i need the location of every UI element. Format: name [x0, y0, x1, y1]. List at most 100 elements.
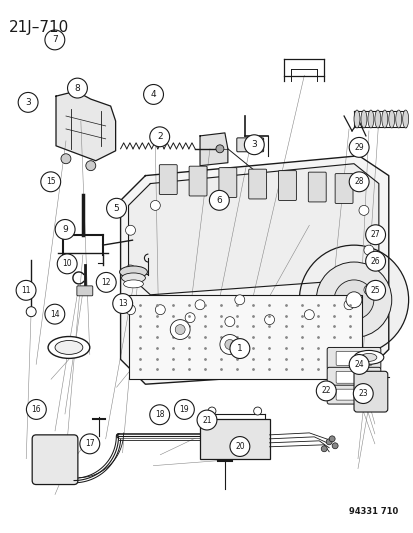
Circle shape: [41, 172, 61, 192]
Text: 9: 9: [62, 225, 68, 234]
Circle shape: [349, 172, 368, 192]
Circle shape: [175, 325, 185, 335]
Circle shape: [112, 294, 132, 313]
Text: 21J–710: 21J–710: [9, 20, 69, 35]
Ellipse shape: [367, 110, 373, 128]
Circle shape: [18, 92, 38, 112]
FancyBboxPatch shape: [326, 348, 380, 369]
FancyBboxPatch shape: [335, 351, 371, 365]
Ellipse shape: [123, 280, 143, 288]
Circle shape: [57, 254, 77, 274]
Circle shape: [343, 300, 353, 310]
Circle shape: [316, 262, 391, 337]
Circle shape: [150, 200, 160, 211]
Text: 1: 1: [237, 344, 242, 353]
Circle shape: [61, 154, 71, 164]
FancyBboxPatch shape: [335, 174, 352, 204]
FancyBboxPatch shape: [32, 435, 78, 484]
Circle shape: [253, 407, 261, 415]
Text: 15: 15: [46, 177, 55, 187]
Text: 3: 3: [251, 140, 256, 149]
Circle shape: [55, 220, 75, 239]
FancyBboxPatch shape: [199, 419, 269, 459]
Circle shape: [363, 245, 373, 255]
FancyBboxPatch shape: [128, 295, 361, 379]
Text: 27: 27: [370, 230, 380, 239]
Circle shape: [207, 407, 216, 415]
Circle shape: [195, 300, 204, 310]
FancyBboxPatch shape: [189, 166, 206, 196]
Circle shape: [26, 306, 36, 317]
Circle shape: [229, 338, 249, 359]
Ellipse shape: [402, 110, 408, 128]
Circle shape: [125, 225, 135, 235]
Circle shape: [174, 400, 194, 419]
Text: 25: 25: [370, 286, 380, 295]
FancyBboxPatch shape: [326, 367, 380, 387]
Text: 94331 710: 94331 710: [349, 507, 398, 516]
Text: 10: 10: [62, 260, 72, 268]
Ellipse shape: [48, 336, 90, 358]
Ellipse shape: [353, 350, 383, 365]
Text: 19: 19: [179, 405, 189, 414]
Circle shape: [365, 280, 385, 300]
Circle shape: [229, 437, 249, 456]
Circle shape: [349, 354, 368, 374]
Polygon shape: [120, 156, 388, 384]
Circle shape: [96, 272, 116, 292]
FancyBboxPatch shape: [335, 372, 371, 383]
Text: 6: 6: [216, 196, 222, 205]
Circle shape: [244, 135, 263, 155]
Text: 4: 4: [150, 90, 156, 99]
Ellipse shape: [360, 353, 376, 361]
Circle shape: [150, 405, 169, 425]
Ellipse shape: [395, 110, 401, 128]
Text: 5: 5: [114, 204, 119, 213]
Circle shape: [209, 190, 229, 210]
Text: 3: 3: [25, 98, 31, 107]
Text: 28: 28: [354, 177, 363, 187]
Ellipse shape: [353, 110, 359, 128]
FancyBboxPatch shape: [326, 385, 380, 404]
Circle shape: [299, 245, 408, 354]
Ellipse shape: [374, 110, 380, 128]
Text: 12: 12: [101, 278, 111, 287]
FancyBboxPatch shape: [236, 138, 263, 152]
FancyBboxPatch shape: [353, 372, 387, 412]
Ellipse shape: [388, 110, 394, 128]
Circle shape: [331, 443, 337, 449]
FancyBboxPatch shape: [308, 172, 325, 202]
Ellipse shape: [119, 266, 147, 278]
Circle shape: [155, 305, 165, 314]
Circle shape: [143, 85, 163, 104]
Circle shape: [349, 138, 368, 157]
FancyBboxPatch shape: [218, 168, 236, 197]
Text: 23: 23: [358, 389, 367, 398]
Circle shape: [304, 310, 313, 320]
Circle shape: [224, 317, 234, 327]
Polygon shape: [199, 133, 227, 166]
Ellipse shape: [381, 110, 387, 128]
FancyBboxPatch shape: [248, 169, 266, 199]
Text: 13: 13: [118, 299, 127, 308]
Circle shape: [150, 127, 169, 147]
Circle shape: [219, 335, 239, 354]
Circle shape: [45, 30, 64, 50]
FancyBboxPatch shape: [159, 165, 177, 195]
Circle shape: [197, 410, 216, 430]
FancyBboxPatch shape: [278, 171, 296, 200]
Circle shape: [67, 78, 87, 98]
Text: 17: 17: [85, 439, 95, 448]
Circle shape: [26, 400, 46, 419]
Text: 11: 11: [21, 286, 31, 295]
Text: 29: 29: [354, 143, 363, 152]
Circle shape: [224, 340, 234, 350]
Polygon shape: [128, 164, 378, 295]
Ellipse shape: [55, 341, 83, 354]
Circle shape: [16, 280, 36, 300]
Text: 8: 8: [74, 84, 80, 93]
Circle shape: [352, 384, 372, 403]
Circle shape: [125, 265, 135, 275]
Text: 2: 2: [157, 132, 162, 141]
Circle shape: [216, 145, 223, 153]
